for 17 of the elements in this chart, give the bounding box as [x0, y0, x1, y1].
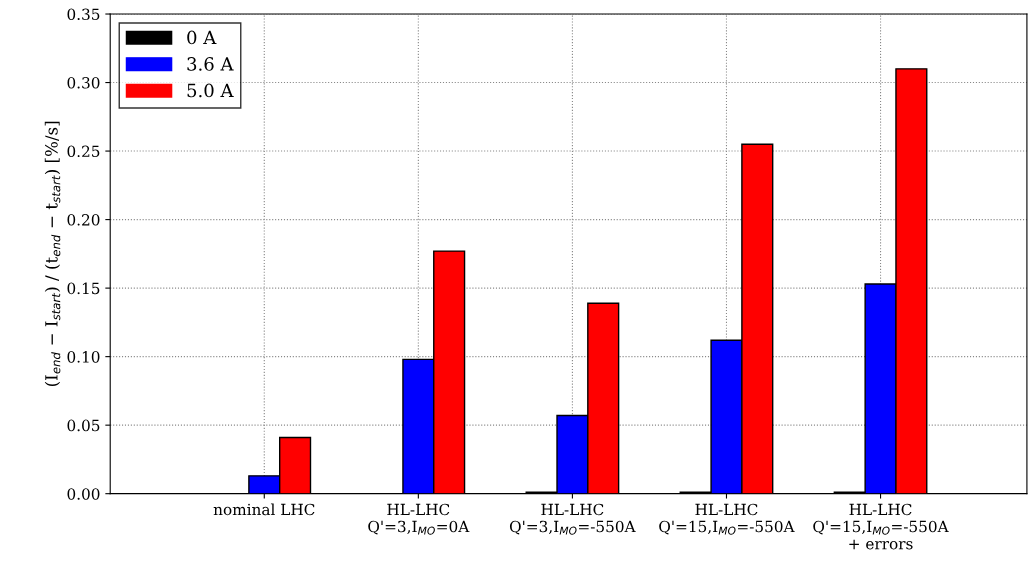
x-tick-label: HL-LHC Q'=15,I$_{MO}$=-550A + errors	[813, 503, 949, 550]
y-tick-label: 0.05	[67, 419, 100, 432]
y-tick-label: 0.00	[67, 488, 100, 500]
text: (I$_{end}$ − I$_{start}$) / (t$_{end}$ − t$_{start}$) [%/s]	[44, 121, 61, 387]
y-tick-label: 0.35	[67, 8, 100, 21]
y-tick-label: 0.20	[67, 214, 100, 226]
x-tick-label: nominal LHC	[213, 503, 315, 516]
y-tick-label: 0.15	[67, 282, 100, 295]
x-tick-label: HL-LHC Q'=3,I$_{MO}$=-550A	[509, 503, 636, 535]
legend-label: 0 A	[187, 30, 217, 45]
x-tick-label: HL-LHC Q'=15,I$_{MO}$=-550A	[659, 503, 795, 535]
y-tick-label: 0.10	[67, 351, 100, 363]
x-tick-label: HL-LHC Q'=3,I$_{MO}$=0A	[368, 503, 470, 535]
legend-label: 3.6 A	[187, 57, 234, 71]
y-tick-label: 0.25	[67, 145, 100, 158]
y-tick-label: 0.30	[67, 77, 100, 89]
legend-label: 5.0 A	[187, 83, 234, 98]
